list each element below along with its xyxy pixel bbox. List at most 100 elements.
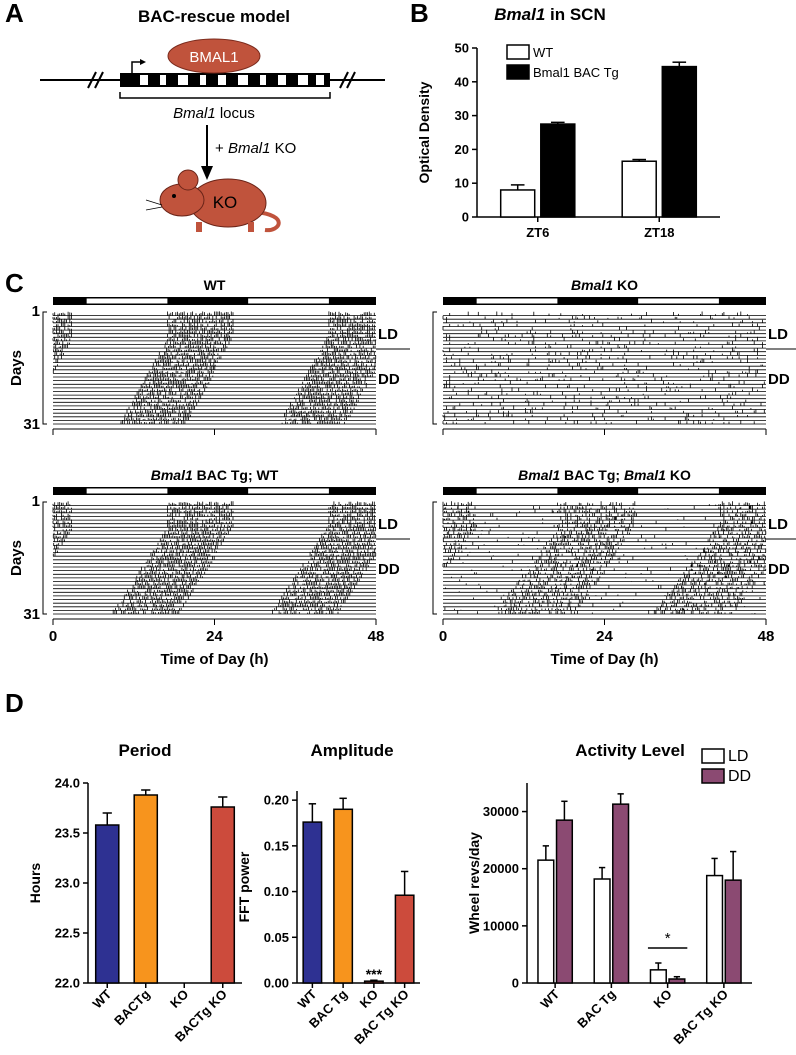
y-tick-label: 23.5: [55, 826, 80, 841]
y-tick-label: 40: [455, 74, 469, 89]
x-tick-label: 48: [368, 628, 385, 645]
bar: [668, 978, 686, 984]
days-bracket: [432, 501, 437, 615]
y-tick-label: 22.0: [55, 976, 80, 991]
bar: [94, 824, 120, 984]
locus-bracket: [119, 92, 331, 99]
bar: [210, 806, 236, 984]
x-tick-label: WT: [295, 986, 320, 1011]
x-tick-label: ZT6: [526, 225, 549, 240]
actogram-title-part: KO: [613, 277, 638, 293]
y-tick-label: 22.5: [55, 926, 80, 941]
activity-trace: [442, 501, 767, 615]
locus-label-part: Bmal1: [173, 105, 216, 122]
y-tick-label: 20: [455, 142, 469, 157]
y-tick-label: 20000: [483, 861, 519, 876]
bar: [649, 969, 667, 984]
gene-diagram: [40, 38, 385, 233]
x-tick-label: WT: [89, 986, 114, 1011]
locus-label: Bmal1 locus: [173, 105, 255, 122]
chart-title-part: in SCN: [545, 5, 605, 24]
activity-trace: [442, 311, 766, 425]
cross-label-part: Bmal1: [228, 140, 271, 157]
x-tick-label: 0: [439, 628, 447, 645]
bar: [499, 189, 536, 218]
y-tick-label: 0: [462, 210, 469, 225]
chart-title: Amplitude: [310, 741, 393, 760]
promoter-arrow: [131, 61, 142, 73]
days-label: Days: [8, 540, 25, 576]
actogram-title-part: Bmal1: [518, 467, 560, 483]
light-bar-light: [476, 488, 558, 494]
bar: [394, 894, 415, 984]
dd-label: DD: [378, 561, 400, 578]
break-marks: [87, 71, 356, 89]
light-bar-light: [638, 488, 719, 494]
diagram-title: BAC-rescue model: [138, 7, 290, 26]
bar: [705, 874, 724, 984]
bar: [593, 878, 611, 984]
chart-title-part: Period: [119, 741, 172, 760]
activity-trace: [52, 501, 377, 615]
y-tick-label: 50: [455, 41, 469, 56]
y-axis-label: Optical Density: [416, 81, 432, 183]
mouse: [145, 169, 281, 233]
x-tick-label: BAC Tg: [574, 986, 618, 1030]
y-tick-label: 0.05: [264, 930, 289, 945]
cross-label-part: +: [215, 140, 228, 157]
x-tick-label: 0: [49, 628, 57, 645]
activity-trace: [52, 311, 377, 425]
last-day-label: 31: [23, 606, 40, 623]
panel-label: C: [5, 268, 24, 298]
actogram-title-part: BAC Tg;: [560, 467, 624, 483]
light-bar-light: [638, 298, 719, 304]
chart-title-part: Bmal1: [494, 5, 545, 24]
y-tick-label: 0.20: [264, 793, 289, 808]
y-tick-label: 10: [455, 176, 469, 191]
y-tick-label: 24.0: [55, 776, 80, 791]
x-tick-label: BAC Tg KO: [670, 987, 731, 1048]
chart-title: Activity Level: [575, 741, 685, 760]
y-axis-label: Hours: [27, 863, 43, 904]
legend-label: DD: [728, 768, 751, 785]
ld-label: LD: [768, 516, 788, 533]
x-tick-label: 24: [596, 628, 613, 645]
actogram-title: Bmal1 KO: [571, 277, 638, 293]
bar: [133, 794, 159, 984]
actogram-title-part: Bmal1: [151, 467, 193, 483]
first-day-label: 1: [32, 303, 40, 320]
x-axis-label: Time of Day (h): [160, 651, 268, 668]
legend-swatch: [506, 44, 530, 60]
legend-label: Bmal1 BAC Tg: [533, 65, 619, 80]
legend-swatch: [701, 768, 725, 784]
days-bracket: [42, 311, 47, 425]
bar: [333, 808, 354, 984]
dd-label: DD: [768, 371, 790, 388]
light-bar-light: [248, 298, 329, 304]
dd-label: DD: [378, 371, 400, 388]
bar: [540, 123, 576, 218]
bar: [661, 65, 698, 218]
y-tick-label: 23.0: [55, 876, 80, 891]
days-label: Days: [8, 350, 25, 386]
bar: [555, 819, 574, 984]
days-bracket: [432, 311, 437, 425]
actogram-title-part: KO: [666, 467, 691, 483]
y-tick-label: 0.15: [264, 838, 289, 853]
dd-label: DD: [768, 561, 790, 578]
mouse-label: KO: [213, 193, 238, 212]
chart-title-part: Activity Level: [575, 741, 685, 760]
legend-swatch: [701, 748, 725, 764]
x-tick-label: KO: [357, 987, 381, 1011]
actogram-title: WT: [204, 277, 226, 293]
chart-title: Period: [119, 741, 172, 760]
legend-label: LD: [728, 748, 748, 765]
annotation: ***: [366, 966, 383, 982]
light-bar-light: [476, 298, 558, 304]
first-day-label: 1: [32, 493, 40, 510]
promoter-arrowhead: [140, 59, 146, 65]
ld-label: LD: [378, 516, 398, 533]
actogram-title-part: WT: [204, 277, 226, 293]
y-tick-label: 0.00: [264, 976, 289, 991]
